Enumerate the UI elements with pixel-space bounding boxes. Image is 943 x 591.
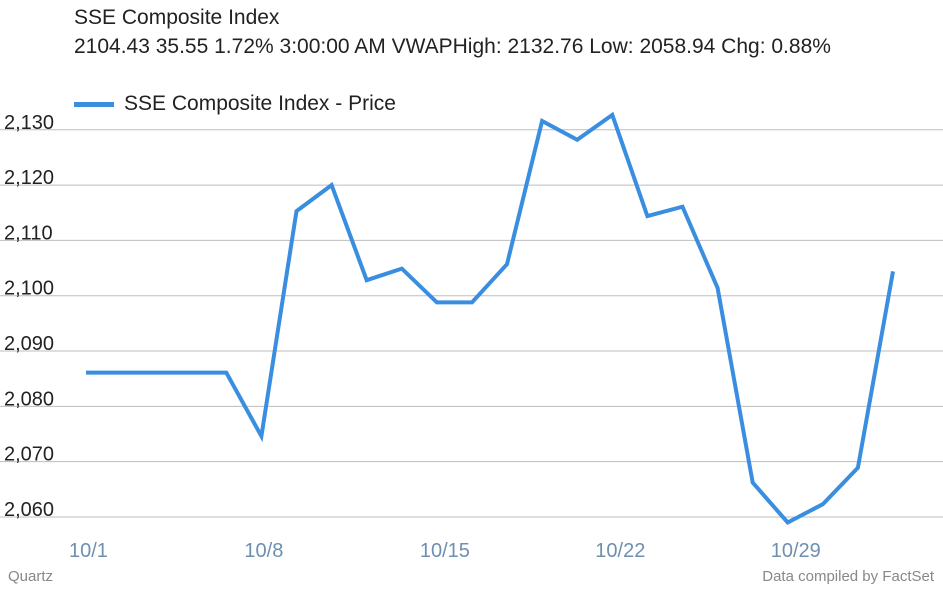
- y-tick-label: 2,120: [4, 167, 54, 189]
- legend: SSE Composite Index - Price: [74, 92, 396, 116]
- source-credit-left: Quartz: [8, 568, 54, 585]
- y-tick-label: 2,130: [4, 112, 54, 134]
- legend-label: SSE Composite Index - Price: [124, 92, 396, 115]
- x-tick-label: 10/29: [771, 540, 821, 562]
- price-stats: 2104.43 35.55 1.72% 3:00:00 AM VWAPHigh:…: [74, 35, 831, 58]
- x-tick-label: 10/22: [595, 540, 645, 562]
- x-tick-label: 10/1: [69, 540, 108, 562]
- y-tick-label: 2,070: [4, 444, 54, 466]
- y-tick-label: 2,080: [4, 388, 54, 410]
- y-tick-label: 2,100: [4, 278, 54, 300]
- x-tick-label: 10/8: [244, 540, 283, 562]
- x-tick-label: 10/15: [420, 540, 470, 562]
- chart-title: SSE Composite Index: [74, 6, 280, 29]
- y-tick-label: 2,090: [4, 333, 54, 355]
- y-tick-label: 2,110: [4, 222, 53, 244]
- y-tick-label: 2,060: [4, 499, 54, 521]
- legend-swatch: [74, 101, 114, 107]
- source-credit-right: Data compiled by FactSet: [762, 568, 934, 585]
- series-line-price: [86, 111, 895, 525]
